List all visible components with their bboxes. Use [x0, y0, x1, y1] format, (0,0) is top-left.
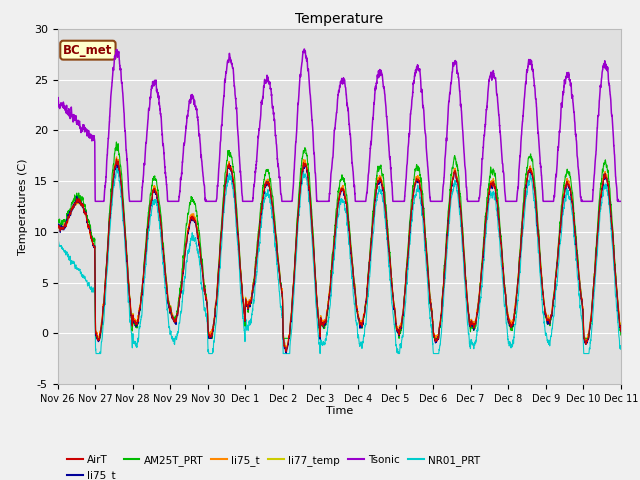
Text: BC_met: BC_met [63, 44, 113, 57]
Title: Temperature: Temperature [295, 12, 383, 26]
Y-axis label: Temperatures (C): Temperatures (C) [18, 158, 28, 255]
Legend: AirT, li75_t, AM25T_PRT, li75_t, li77_temp, Tsonic, NR01_PRT: AirT, li75_t, AM25T_PRT, li75_t, li77_te… [63, 451, 484, 480]
X-axis label: Time: Time [326, 407, 353, 417]
